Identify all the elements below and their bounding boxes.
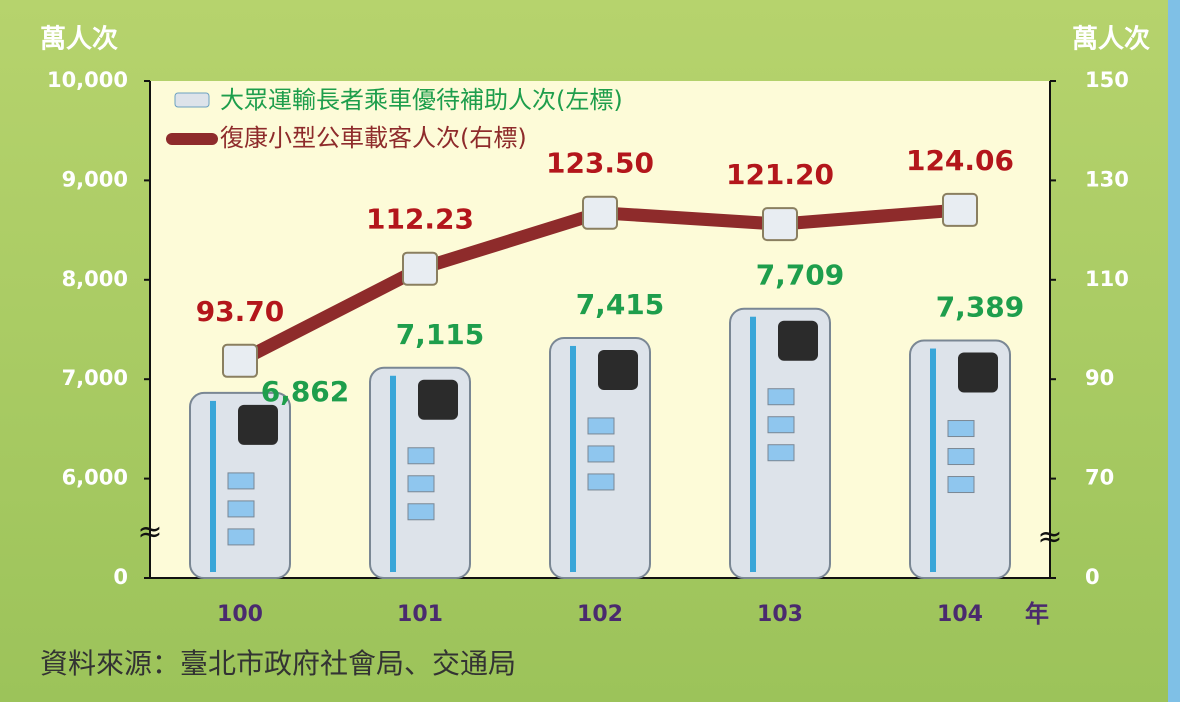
x-tick-label: 101 (397, 602, 443, 627)
bus-window (227, 472, 255, 490)
bus-stripe (750, 316, 756, 572)
y2-tick-label: 90 (1085, 366, 1114, 390)
x-tick-label: 104 (937, 602, 983, 627)
y2-tick-label: 130 (1085, 167, 1129, 191)
bus-stripe (930, 348, 936, 572)
y-tick-label: 6,000 (62, 466, 128, 490)
value-label: 7,709 (756, 259, 845, 292)
bus-window (598, 349, 638, 390)
y2-unit: 萬人次 (1072, 25, 1150, 55)
bus-window (767, 444, 795, 462)
line-marker (402, 251, 438, 286)
y-unit: 萬人次 (40, 25, 118, 55)
line-marker (762, 207, 798, 242)
y2-tick-label: 150 (1085, 68, 1129, 92)
bus-window (947, 476, 975, 494)
value-label: 121.20 (726, 158, 834, 191)
bus-window (227, 528, 255, 546)
x-tick-label: 100 (217, 602, 263, 627)
y-tick-label: 9,000 (62, 167, 128, 191)
bus-stripe (210, 400, 216, 572)
bus-window (767, 416, 795, 434)
bus-window (958, 352, 998, 393)
bus-window (238, 404, 278, 445)
bus-stripe (570, 345, 576, 572)
bus-window (587, 417, 615, 435)
bus-window (947, 420, 975, 438)
value-label: 112.23 (366, 203, 474, 236)
bus-window (767, 388, 795, 406)
bus-window (587, 473, 615, 491)
y-tick-label: 0 (113, 565, 128, 589)
value-label: 6,862 (261, 375, 350, 408)
value-label: 7,389 (936, 291, 1025, 324)
bus-window (407, 447, 435, 465)
axis-break: ≈ (137, 515, 162, 550)
y-tick-label: 7,000 (62, 366, 128, 390)
bus-window (227, 500, 255, 518)
edge (1168, 0, 1180, 702)
x-unit: 年 (1025, 600, 1049, 628)
bus-window (587, 445, 615, 463)
bus-window (418, 379, 458, 420)
y2-tick-label: 70 (1085, 466, 1114, 490)
bus-window (407, 475, 435, 493)
value-label: 7,115 (396, 318, 485, 351)
bus-window (947, 448, 975, 466)
y-tick-label: 10,000 (47, 68, 128, 92)
line-marker (582, 195, 618, 230)
x-tick-label: 102 (577, 602, 623, 627)
line-marker (222, 343, 258, 378)
x-tick-label: 103 (757, 602, 803, 627)
line-marker (942, 192, 978, 227)
value-label: 124.06 (906, 144, 1014, 177)
value-label: 123.50 (546, 147, 654, 180)
value-label: 93.70 (196, 295, 285, 328)
legend-icon (174, 92, 210, 108)
y-tick-label: 8,000 (62, 267, 128, 291)
bus-window (778, 320, 818, 361)
y2-tick-label: 110 (1085, 267, 1129, 291)
legend-label: 大眾運輸長者乘車優待補助人次(左標) (220, 86, 623, 114)
axis-break: ≈ (1037, 520, 1062, 555)
source: 資料來源：臺北市政府社會局、交通局 (40, 647, 516, 680)
y2-tick-label: 0 (1085, 565, 1100, 589)
bus-stripe (390, 375, 396, 572)
legend-label: 復康小型公車載客人次(右標) (220, 124, 527, 152)
value-label: 7,415 (576, 288, 665, 321)
bus-window (407, 503, 435, 521)
